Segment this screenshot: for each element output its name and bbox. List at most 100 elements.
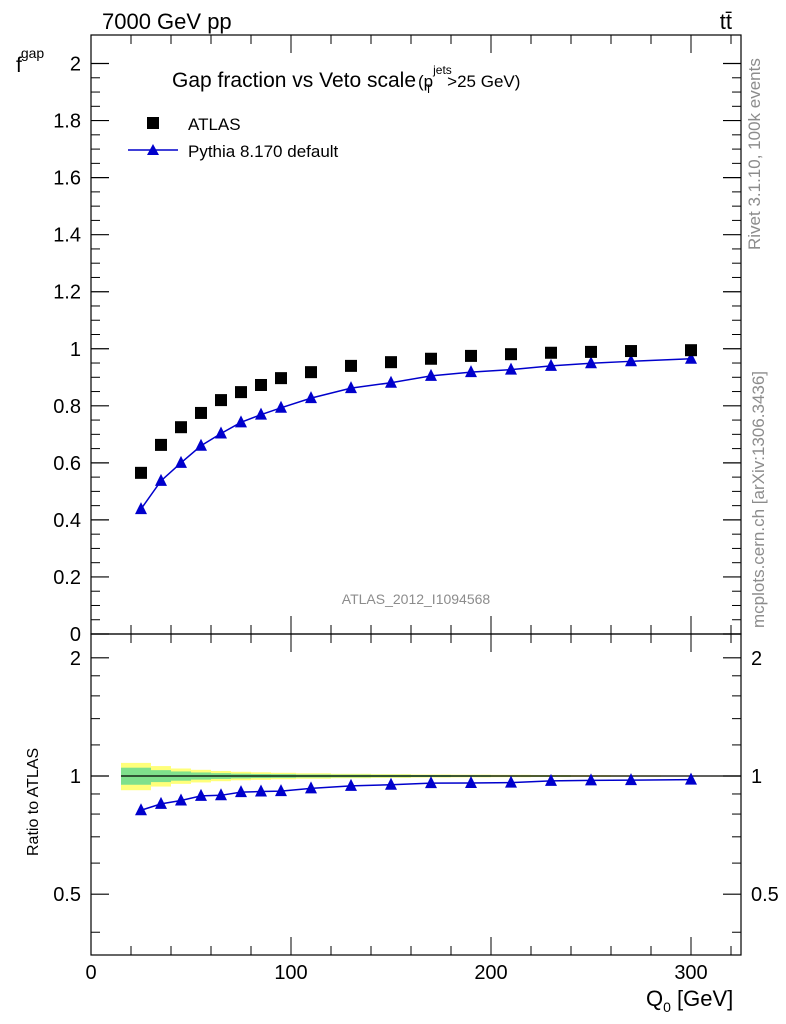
x-axis-label-main: Q <box>646 986 663 1011</box>
legend-pythia-marker <box>147 144 159 155</box>
main-y-tick-label: 0 <box>70 624 81 646</box>
pythia-point <box>425 368 437 381</box>
ratio-pythia-point <box>685 772 697 785</box>
x-axis-label-tail: [GeV] <box>671 986 733 1011</box>
x-tick-label: 100 <box>274 962 307 984</box>
pythia-point <box>155 473 167 486</box>
main-title: Gap fraction vs Veto scale <box>172 69 416 92</box>
main-y-tick-label: 0.8 <box>53 396 81 418</box>
ratio-pythia-point <box>255 784 267 797</box>
legend-atlas-label: ATLAS <box>188 115 241 134</box>
atlas-point <box>505 348 517 361</box>
ratio-pythia-point <box>275 784 287 797</box>
atlas-point <box>305 366 317 379</box>
x-tick-label: 300 <box>674 962 707 984</box>
main-y-tick-label: 2 <box>70 54 81 76</box>
energy-label: 7000 GeV pp <box>102 9 232 34</box>
main-y-tick-label: 1.6 <box>53 168 81 190</box>
ratio-pythia-point <box>385 777 397 790</box>
ratio-frame <box>90 633 742 956</box>
x-tick-label: 0 <box>85 962 96 984</box>
pythia-point <box>625 354 637 367</box>
legend-atlas-marker <box>147 117 159 129</box>
main-y-tick-label: 0.2 <box>53 567 81 589</box>
main-y-tick-label: 1 <box>70 339 81 361</box>
ratio-pythia-point <box>585 773 597 786</box>
atlas-point <box>235 386 247 399</box>
analysis-watermark: ATLAS_2012_I1094568 <box>342 591 491 607</box>
main-y-tick-label: 0.6 <box>53 453 81 475</box>
pythia-point <box>255 407 267 420</box>
atlas-point <box>545 346 557 359</box>
ratio-y-tick-label: 2 <box>70 648 81 670</box>
pythia-point <box>465 365 477 378</box>
pythia-point <box>545 358 557 371</box>
pythia-point <box>345 381 357 394</box>
atlas-point <box>385 356 397 369</box>
pythia-point <box>305 391 317 404</box>
ratio-pythia-point <box>195 788 207 801</box>
y-axis-label-main: f <box>16 54 22 77</box>
pythia-point <box>175 455 187 468</box>
atlas-point <box>175 421 187 434</box>
atlas-point <box>215 394 227 407</box>
main-y-tick-label: 0.4 <box>53 510 81 532</box>
ratio-pythia-point <box>625 773 637 786</box>
atlas-point <box>585 345 597 358</box>
atlas-point <box>425 352 437 365</box>
x-axis-label-sub: 0 <box>663 999 671 1015</box>
main-panel: 0 0.2 0.4 0.6 0.8 1 1.2 1.4 1.6 1.8 2 Gap fraction… <box>16 34 742 646</box>
title-cut-tail: >25 GeV) <box>447 72 520 91</box>
ratio-pythia-point <box>465 775 477 788</box>
title-cut-sup: jets <box>432 63 452 77</box>
ratio-y-tick-label-right: 0.5 <box>751 884 779 906</box>
ratio-pythia-point <box>345 778 357 791</box>
legend: ATLAS Pythia 8.170 default <box>128 115 339 161</box>
ratio-x-axis: 0 100 200 300 <box>85 634 732 984</box>
pythia-point <box>685 351 697 364</box>
x-axis-label: Q0 [GeV] <box>646 986 733 1015</box>
process-label: tt̄ <box>720 9 732 34</box>
atlas-point <box>255 378 267 391</box>
atlas-point <box>135 466 147 479</box>
atlas-point <box>275 372 287 385</box>
pythia-point <box>585 356 597 369</box>
atlas-point <box>195 406 207 419</box>
ratio-pythia-point <box>215 788 227 801</box>
ratio-pythia-point <box>235 785 247 798</box>
pythia-point <box>235 415 247 428</box>
main-x-ticks <box>90 35 732 634</box>
pythia-point <box>215 426 227 439</box>
ratio-y-axis: 0.5 0.5 1 1 2 2 <box>53 648 779 933</box>
ratio-pythia-point <box>505 775 517 788</box>
ratio-y-tick-label: 1 <box>70 766 81 788</box>
atlas-point <box>465 349 477 362</box>
ratio-series-group <box>135 772 697 816</box>
ratio-panel: 0.5 0.5 1 1 2 2 0 100 200 300 Ratio to ATLAS Q0 … <box>25 633 779 1015</box>
main-y-axis: 0 0.2 0.4 0.6 0.8 1 1.2 1.4 1.6 1.8 2 <box>53 54 741 646</box>
main-y-tick-label: 1.4 <box>53 225 81 247</box>
ratio-pythia-point <box>305 781 317 794</box>
ratio-pythia-point <box>425 776 437 789</box>
atlas-point <box>685 344 697 357</box>
main-series-group <box>135 344 697 515</box>
title-cut-sub: T <box>425 82 433 96</box>
ratio-y-label: Ratio to ATLAS <box>25 748 42 856</box>
legend-pythia-label: Pythia 8.170 default <box>188 142 339 161</box>
ratio-y-tick-label-right: 1 <box>751 766 762 788</box>
main-y-tick-label: 1.8 <box>53 111 81 133</box>
pythia-point <box>385 375 397 388</box>
rivet-version-label: Rivet 3.1.10, 100k events <box>745 58 764 250</box>
title-cut-open: (p <box>418 72 433 91</box>
pythia-point <box>275 400 287 413</box>
ratio-pythia-point <box>155 796 167 809</box>
mcplots-label: mcplots.cern.ch [arXiv:1306.3436] <box>749 371 768 628</box>
ratio-y-tick-label-right: 2 <box>751 648 762 670</box>
title-cut-label: (pjets T >25 GeV) <box>418 63 520 96</box>
pythia-point <box>505 362 517 375</box>
atlas-point <box>345 359 357 372</box>
ratio-pythia-point <box>135 803 147 816</box>
ratio-pythia-point <box>175 793 187 806</box>
atlas-point <box>155 438 167 451</box>
